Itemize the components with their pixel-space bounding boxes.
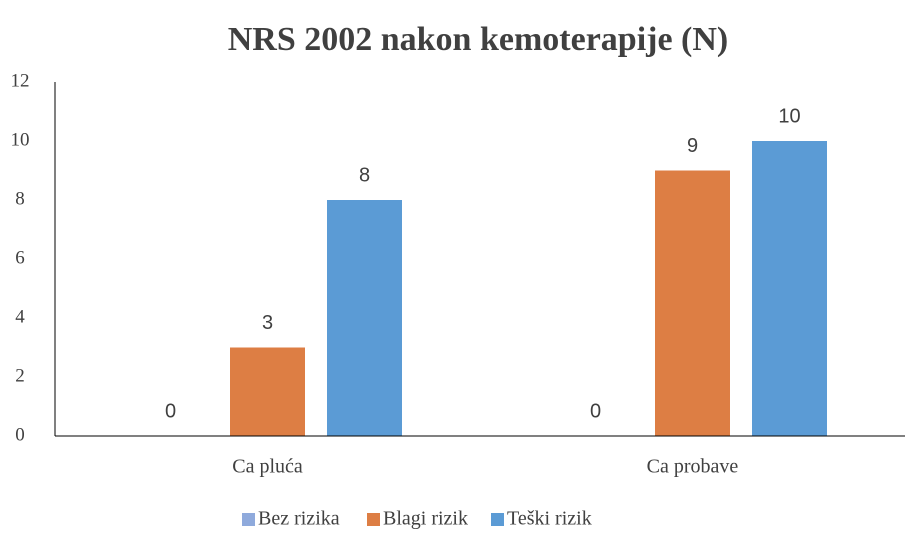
legend-swatch: [242, 513, 255, 526]
legend-label: Blagi rizik: [383, 508, 468, 530]
chart-title: NRS 2002 nakon kemoterapije (N): [228, 21, 729, 58]
data-label: 10: [778, 105, 800, 127]
bar: [327, 200, 402, 436]
x-tick-label: Ca pluća: [232, 456, 303, 478]
x-tick-label: Ca probave: [647, 456, 739, 478]
data-label: 0: [165, 400, 176, 422]
legend-swatch: [491, 513, 504, 526]
y-tick-label: 2: [15, 365, 25, 386]
legend-swatch: [367, 513, 380, 526]
bar: [752, 141, 827, 436]
y-tick-label: 4: [15, 306, 25, 327]
y-tick-label: 10: [11, 129, 30, 150]
y-tick-label: 12: [11, 70, 30, 91]
data-label: 0: [590, 400, 601, 422]
data-label: 3: [262, 312, 273, 334]
y-tick-label: 8: [15, 188, 25, 209]
data-label: 8: [359, 164, 370, 186]
data-label: 9: [687, 135, 698, 157]
bar: [655, 170, 730, 436]
y-tick-label: 0: [15, 424, 25, 445]
legend-label: Bez rizika: [258, 508, 340, 530]
y-tick-label: 6: [15, 247, 25, 268]
bar: [230, 347, 305, 436]
legend-label: Teški rizik: [507, 508, 592, 530]
